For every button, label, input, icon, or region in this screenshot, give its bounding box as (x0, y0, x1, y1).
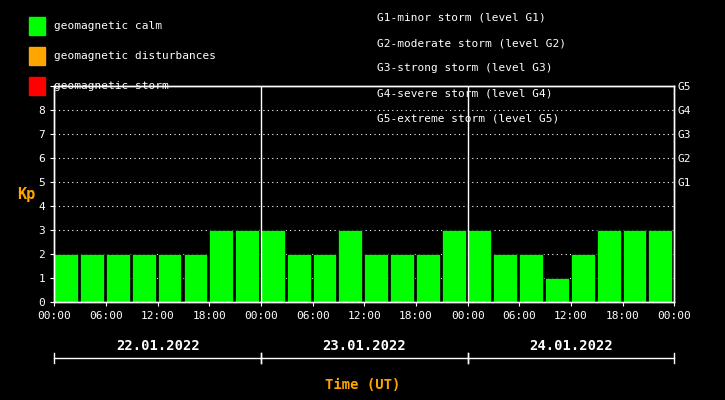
Bar (442, 230, 465, 302)
Bar (80, 254, 104, 302)
Text: G1-minor storm (level G1): G1-minor storm (level G1) (377, 13, 546, 23)
Bar (312, 254, 336, 302)
Text: geomagnetic storm: geomagnetic storm (54, 81, 168, 91)
Bar (390, 254, 414, 302)
Bar (132, 254, 156, 302)
Bar (287, 254, 310, 302)
Text: Time (UT): Time (UT) (325, 378, 400, 392)
Bar (339, 230, 362, 302)
Text: G5-extreme storm (level G5): G5-extreme storm (level G5) (377, 114, 559, 124)
Bar (261, 230, 285, 302)
Text: G3-strong storm (level G3): G3-strong storm (level G3) (377, 64, 552, 74)
Bar (54, 254, 78, 302)
Bar (364, 254, 388, 302)
Bar (623, 230, 647, 302)
Text: geomagnetic calm: geomagnetic calm (54, 21, 162, 31)
Bar (494, 254, 517, 302)
Bar (210, 230, 233, 302)
Text: 22.01.2022: 22.01.2022 (116, 339, 199, 353)
Bar (519, 254, 543, 302)
Bar (183, 254, 207, 302)
Bar (235, 230, 259, 302)
Text: geomagnetic disturbances: geomagnetic disturbances (54, 51, 215, 61)
Bar (157, 254, 181, 302)
Bar (468, 230, 492, 302)
Text: G4-severe storm (level G4): G4-severe storm (level G4) (377, 89, 552, 99)
Bar (571, 254, 594, 302)
Bar (545, 278, 569, 302)
Text: 24.01.2022: 24.01.2022 (529, 339, 613, 353)
Text: G2-moderate storm (level G2): G2-moderate storm (level G2) (377, 38, 566, 48)
Bar (106, 254, 130, 302)
Bar (597, 230, 621, 302)
Text: 23.01.2022: 23.01.2022 (323, 339, 406, 353)
Bar (416, 254, 440, 302)
Text: Kp: Kp (17, 186, 36, 202)
Bar (648, 230, 672, 302)
